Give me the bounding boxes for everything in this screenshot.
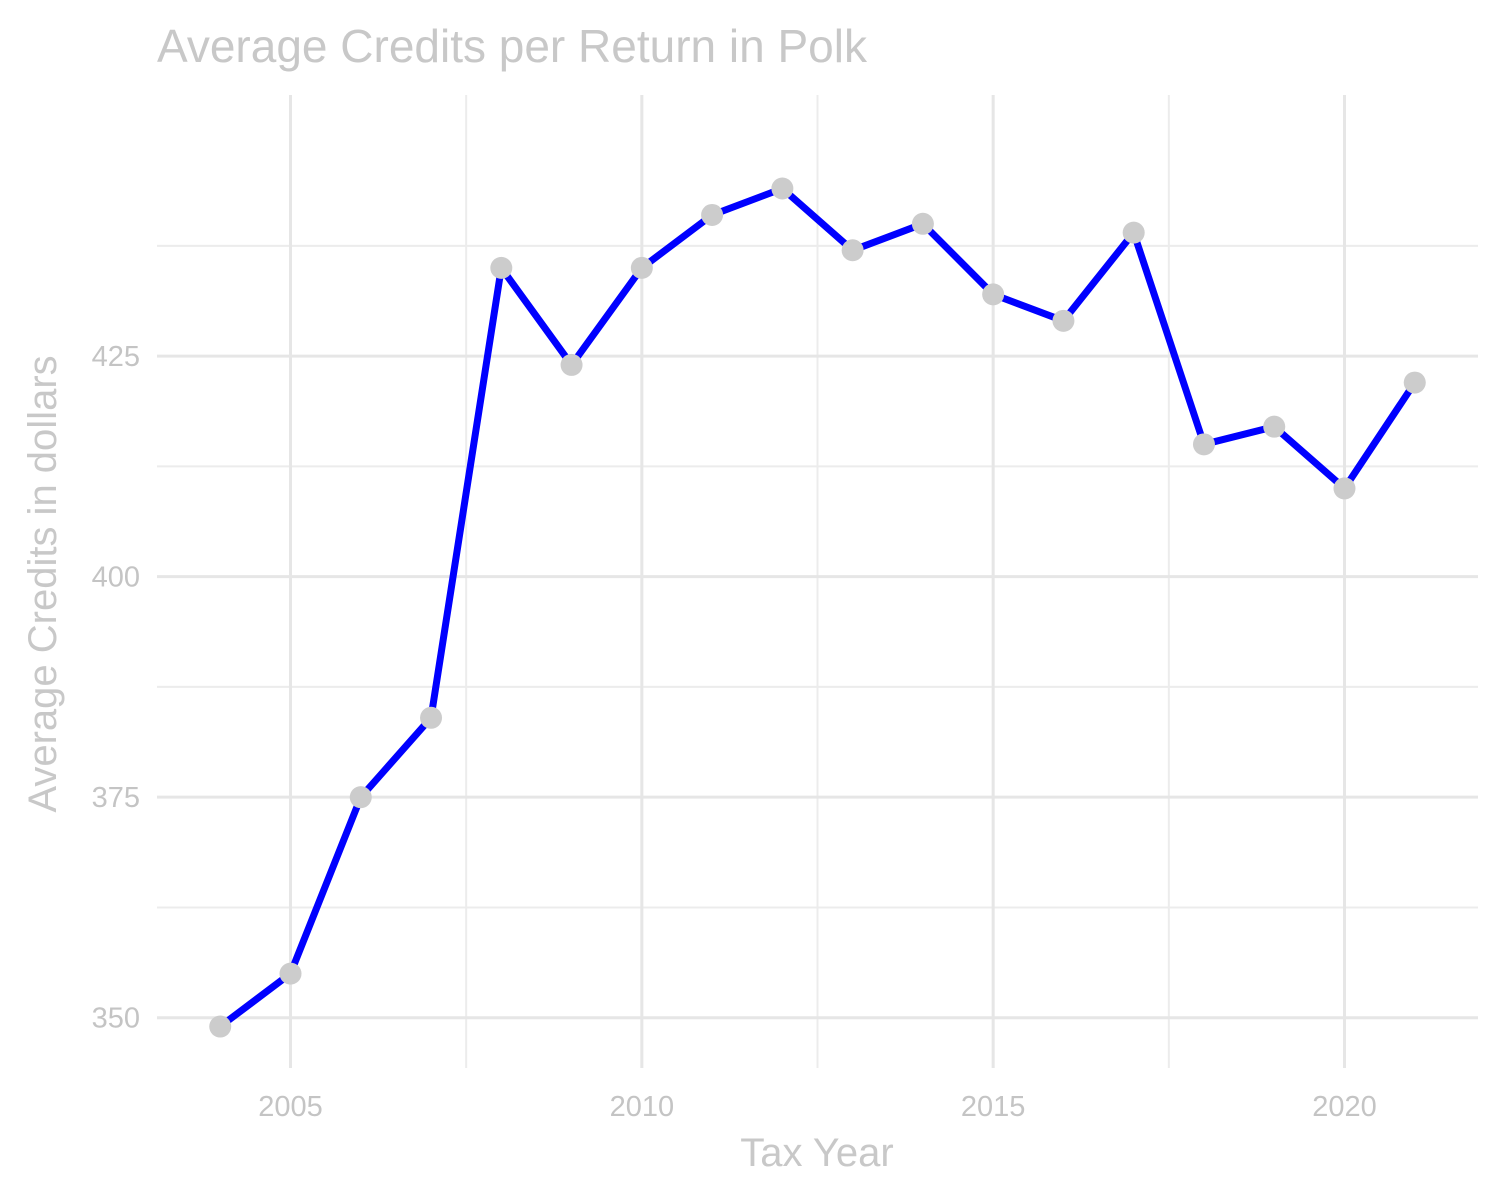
data-point [982,283,1005,306]
x-tick-label: 2005 [258,1091,323,1123]
series [209,177,1426,1038]
data-point [1333,477,1356,500]
data-point [1192,433,1215,456]
y-axis-title: Average Credits in dollars [21,355,65,812]
x-tick-label: 2015 [961,1091,1026,1123]
data-point [420,706,443,729]
data-point [630,256,653,279]
data-point [209,1015,232,1038]
y-tick-label: 425 [92,341,140,373]
x-tick-label: 2010 [610,1091,675,1123]
y-tick-label: 400 [92,562,140,594]
y-tick-label: 350 [92,1003,140,1035]
data-point [1403,371,1426,394]
data-point [560,353,583,376]
data-point [771,177,794,200]
data-point [701,203,724,226]
chart-title: Average Credits per Return in Polk [157,20,868,72]
x-axis-title: Tax Year [740,1131,893,1175]
data-point [1263,415,1286,438]
series-line [216,185,1419,1030]
data-point [349,786,372,809]
tick-labels: 2005 2010 2015 2020 350 375 400 425 [92,341,1377,1123]
grid [157,95,1478,1068]
data-point [490,256,513,279]
data-point [279,962,302,985]
data-point [911,212,934,235]
y-tick-label: 375 [92,782,140,814]
data-point [1122,221,1145,244]
data-point [1052,309,1075,332]
data-point [841,239,864,262]
x-tick-label: 2020 [1312,1091,1377,1123]
